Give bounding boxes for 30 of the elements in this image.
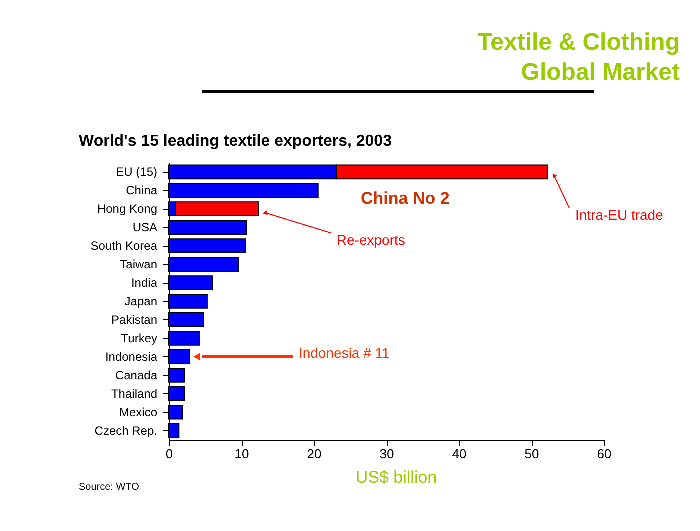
- x-tick-label: 50: [524, 446, 540, 462]
- y-tick-label: Thailand: [111, 386, 158, 401]
- y-tick-label: Japan: [124, 294, 158, 308]
- y-tick-label: Hong Kong: [97, 202, 158, 216]
- chart-subtitle: World's 15 leading textile exporters, 2003: [79, 133, 392, 150]
- x-tick-label: 30: [380, 446, 394, 462]
- y-tick-label: EU (15): [116, 165, 158, 180]
- x-tick-label: 60: [597, 446, 612, 462]
- chart-title: Textile & Clothing Global Market: [478, 29, 680, 86]
- x-axis-title: US$ billion: [356, 468, 438, 487]
- y-tick-label: Turkey: [121, 331, 158, 346]
- y-tick-label: USA: [132, 220, 158, 235]
- annotation: China No 2: [361, 189, 450, 208]
- y-tick-label: Czech Rep.: [94, 424, 158, 438]
- y-tick-label: South Korea: [90, 239, 158, 254]
- y-tick-label: Pakistan: [111, 312, 158, 327]
- x-tick-label: 40: [452, 446, 467, 462]
- x-tick-label: 0: [166, 446, 174, 462]
- x-tick-label: 10: [234, 446, 250, 462]
- y-tick-label: Taiwan: [120, 258, 158, 272]
- y-tick-label: Indonesia: [105, 350, 158, 364]
- y-tick-label: Mexico: [119, 405, 158, 420]
- y-tick-label: China: [126, 184, 158, 198]
- annotation: Intra-EU trade: [575, 207, 664, 224]
- source-note: Source: WTO: [79, 482, 140, 493]
- y-tick-label: India: [131, 276, 158, 290]
- annotation: Indonesia # 11: [299, 344, 390, 361]
- annotation: Re-exports: [336, 232, 406, 248]
- y-tick-label: Canada: [115, 368, 158, 382]
- x-tick-label: 20: [307, 446, 322, 462]
